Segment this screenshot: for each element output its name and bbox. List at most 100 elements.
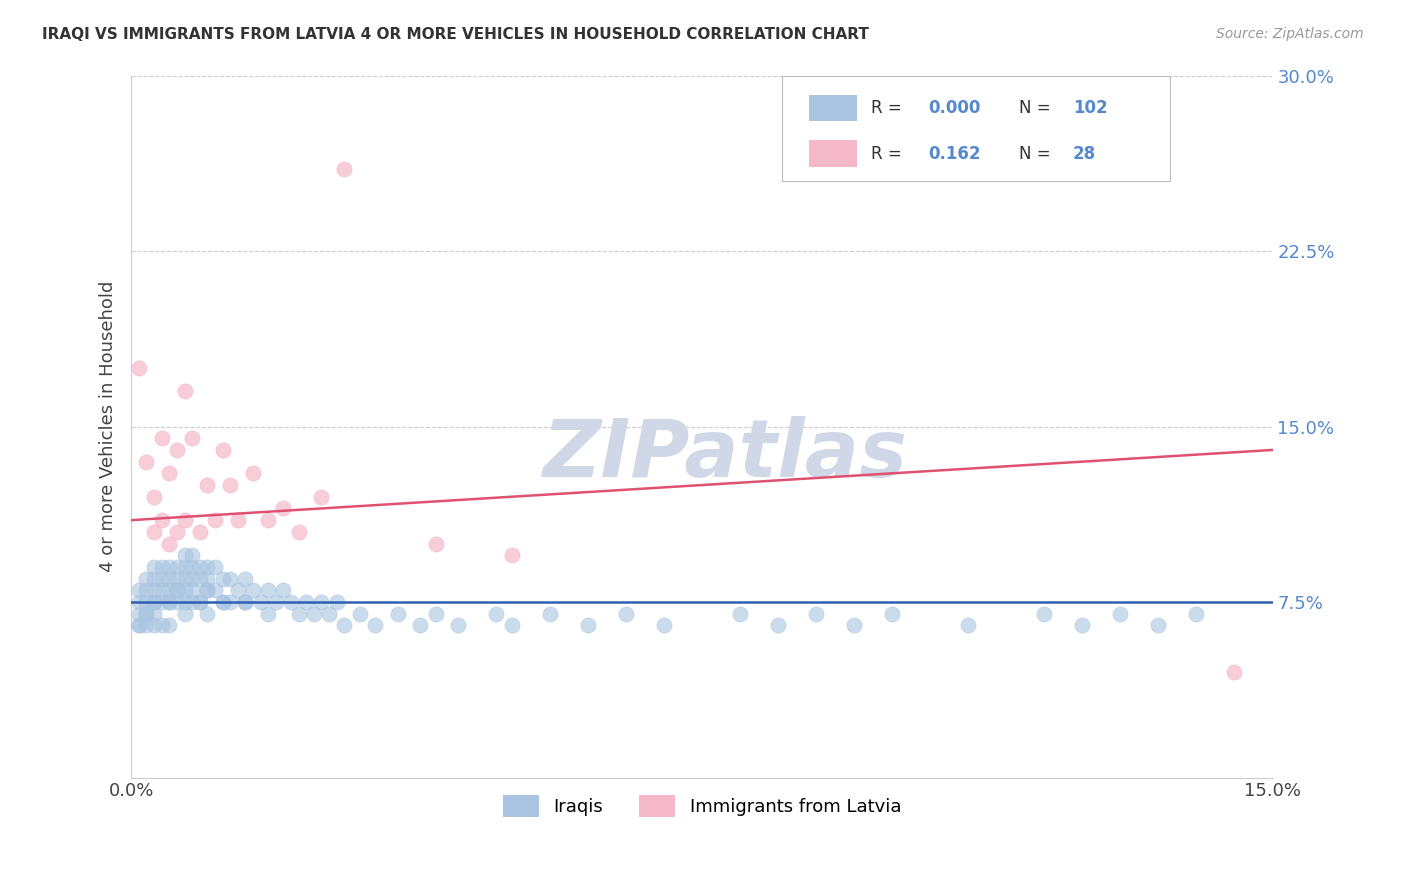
Point — [302, 607, 325, 621]
Point — [166, 595, 188, 609]
Point — [135, 595, 157, 609]
Point — [409, 618, 432, 632]
Point — [447, 618, 470, 632]
Point — [501, 618, 523, 632]
Point — [188, 560, 211, 574]
Point — [150, 431, 173, 445]
Text: R =: R = — [870, 145, 901, 162]
Point — [204, 513, 226, 527]
Point — [257, 607, 280, 621]
Point — [166, 583, 188, 598]
Point — [188, 595, 211, 609]
Text: N =: N = — [1019, 145, 1050, 162]
Point — [257, 583, 280, 598]
Point — [173, 572, 195, 586]
Point — [219, 478, 242, 492]
Point — [211, 442, 233, 457]
Point — [173, 548, 195, 562]
Point — [318, 607, 340, 621]
Point — [150, 513, 173, 527]
Point — [425, 607, 447, 621]
Point — [181, 583, 204, 598]
Point — [219, 595, 242, 609]
Point — [501, 548, 523, 562]
Point — [235, 595, 257, 609]
Point — [150, 595, 173, 609]
Point — [157, 595, 180, 609]
Point — [157, 536, 180, 550]
Point — [166, 583, 188, 598]
Point — [157, 595, 180, 609]
Point — [173, 607, 195, 621]
Point — [173, 595, 195, 609]
Point — [143, 490, 166, 504]
Point — [128, 361, 150, 376]
Point — [150, 583, 173, 598]
FancyBboxPatch shape — [810, 95, 858, 121]
Point — [242, 583, 264, 598]
Point — [311, 490, 333, 504]
Point — [166, 524, 188, 539]
Point — [957, 618, 980, 632]
Point — [219, 572, 242, 586]
Point — [1071, 618, 1094, 632]
Point — [181, 560, 204, 574]
Point — [181, 548, 204, 562]
Point — [273, 583, 295, 598]
Point — [157, 572, 180, 586]
Point — [128, 595, 150, 609]
Text: 0.000: 0.000 — [928, 99, 980, 117]
Point — [287, 607, 309, 621]
Point — [425, 536, 447, 550]
Point — [364, 618, 387, 632]
Text: 102: 102 — [1073, 99, 1108, 117]
Point — [728, 607, 751, 621]
Point — [188, 524, 211, 539]
Point — [280, 595, 302, 609]
Point — [295, 595, 318, 609]
Point — [1223, 665, 1246, 680]
Point — [273, 501, 295, 516]
Text: ZIPatlas: ZIPatlas — [543, 416, 907, 493]
Point — [195, 478, 218, 492]
Point — [150, 572, 173, 586]
Point — [195, 572, 218, 586]
Point — [143, 607, 166, 621]
Point — [128, 618, 150, 632]
Point — [128, 607, 150, 621]
Point — [538, 607, 561, 621]
Point — [880, 607, 903, 621]
Point — [181, 431, 204, 445]
Point — [143, 560, 166, 574]
Point — [257, 513, 280, 527]
Point — [173, 583, 195, 598]
Point — [235, 595, 257, 609]
Point — [576, 618, 599, 632]
Point — [135, 572, 157, 586]
Point — [188, 595, 211, 609]
Point — [195, 583, 218, 598]
Point — [143, 618, 166, 632]
Point — [211, 595, 233, 609]
Text: N =: N = — [1019, 99, 1050, 117]
Point — [181, 572, 204, 586]
Point — [1147, 618, 1170, 632]
Point — [204, 560, 226, 574]
Point — [235, 572, 257, 586]
Point — [135, 618, 157, 632]
Text: Source: ZipAtlas.com: Source: ZipAtlas.com — [1216, 27, 1364, 41]
Point — [226, 513, 249, 527]
FancyBboxPatch shape — [782, 76, 1170, 181]
Point — [181, 595, 204, 609]
Point — [157, 560, 180, 574]
Point — [242, 467, 264, 481]
Point — [842, 618, 865, 632]
Point — [287, 524, 309, 539]
Point — [349, 607, 371, 621]
Point — [204, 583, 226, 598]
FancyBboxPatch shape — [810, 140, 858, 167]
Point — [143, 572, 166, 586]
Point — [1033, 607, 1056, 621]
Point — [766, 618, 789, 632]
Point — [325, 595, 347, 609]
